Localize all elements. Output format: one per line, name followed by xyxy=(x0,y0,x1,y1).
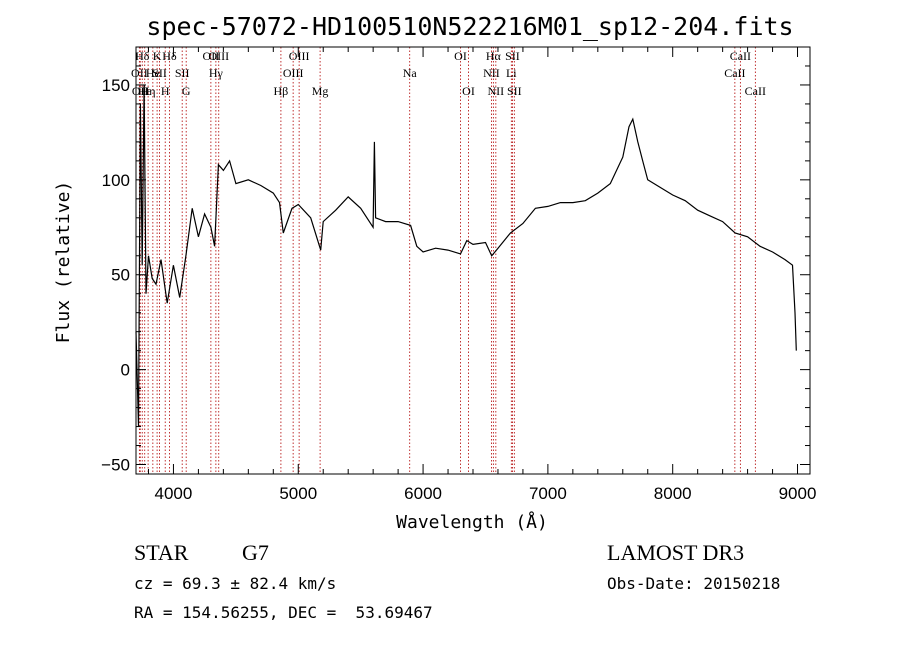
object-subclass: G7 xyxy=(242,540,269,565)
spectral-line-markers xyxy=(138,47,756,474)
y-axis-ticks: −50 0 50 100 150 xyxy=(101,65,810,475)
line-label-NII: NII xyxy=(488,84,505,98)
chart-title: spec-57072-HD100510N522216M01_sp12-204.f… xyxy=(146,12,793,41)
line-label-G: G xyxy=(182,84,191,98)
x-axis-ticks: 4000 5000 6000 7000 8000 9000 xyxy=(147,47,817,503)
line-label-K: K xyxy=(153,49,162,63)
object-class: STAR xyxy=(134,540,189,565)
line-label-Mg: Mg xyxy=(312,84,329,98)
y-tick-label: 150 xyxy=(102,76,130,95)
line-label-SII: SII xyxy=(152,66,167,80)
coordinates: RA = 154.56255, DEC = 53.69467 xyxy=(134,603,433,622)
line-label-Hβ: Hβ xyxy=(274,84,289,98)
x-axis-label: Wavelength (Å) xyxy=(396,511,548,533)
observation-date: Obs-Date: 20150218 xyxy=(607,574,781,593)
line-label-SII: SII xyxy=(507,84,522,98)
line-label-OIII: OIII xyxy=(283,66,304,80)
line-label-Li: Li xyxy=(506,66,517,80)
line-label-SII: SII xyxy=(505,49,520,63)
y-tick-label: 50 xyxy=(111,266,130,285)
line-label-OIII: OIII xyxy=(289,49,310,63)
line-label-Hγ: Hγ xyxy=(209,66,224,80)
line-label-Hη: Hη xyxy=(141,84,156,98)
y-tick-label: −50 xyxy=(101,456,130,475)
line-label-Hδ: Hδ xyxy=(162,49,177,63)
y-axis-label: Flux (relative) xyxy=(53,181,74,344)
line-label-He: He xyxy=(146,66,160,80)
y-tick-label: 100 xyxy=(102,171,130,190)
line-label-Na: Na xyxy=(403,66,418,80)
line-label-SII: SII xyxy=(175,66,190,80)
spectral-line-labels: HδOIIOIIHεHηHeKSIIHHδSIIGOIIHγOIIIHβOIII… xyxy=(131,49,766,98)
line-label-OII: OII xyxy=(131,66,148,80)
line-label-H: H xyxy=(161,84,170,98)
line-label-Hα: Hα xyxy=(486,49,502,63)
survey-name: LAMOST DR3 xyxy=(607,540,745,565)
line-label-NII: NII xyxy=(483,66,500,80)
y-tick-label: 0 xyxy=(121,361,130,380)
line-label-OIII: OIII xyxy=(208,49,229,63)
spectrum-series xyxy=(135,84,797,427)
line-label-OII: OII xyxy=(203,49,220,63)
x-tick-label: 5000 xyxy=(279,484,317,503)
redshift-velocity: cz = 69.3 ± 82.4 km/s xyxy=(134,574,337,593)
x-tick-label: 8000 xyxy=(654,484,692,503)
line-label-OI: OI xyxy=(454,49,467,63)
plot-frame xyxy=(135,46,811,475)
line-label-Hδ: Hδ xyxy=(135,49,150,63)
x-tick-label: 4000 xyxy=(155,484,193,503)
x-tick-label: 9000 xyxy=(779,484,817,503)
line-label-CaII: CaII xyxy=(724,66,745,80)
line-label-OI: OI xyxy=(462,84,475,98)
line-label-CaII: CaII xyxy=(745,84,766,98)
line-label-CaII: CaII xyxy=(730,49,751,63)
x-tick-label: 6000 xyxy=(404,484,442,503)
x-tick-label: 7000 xyxy=(529,484,567,503)
